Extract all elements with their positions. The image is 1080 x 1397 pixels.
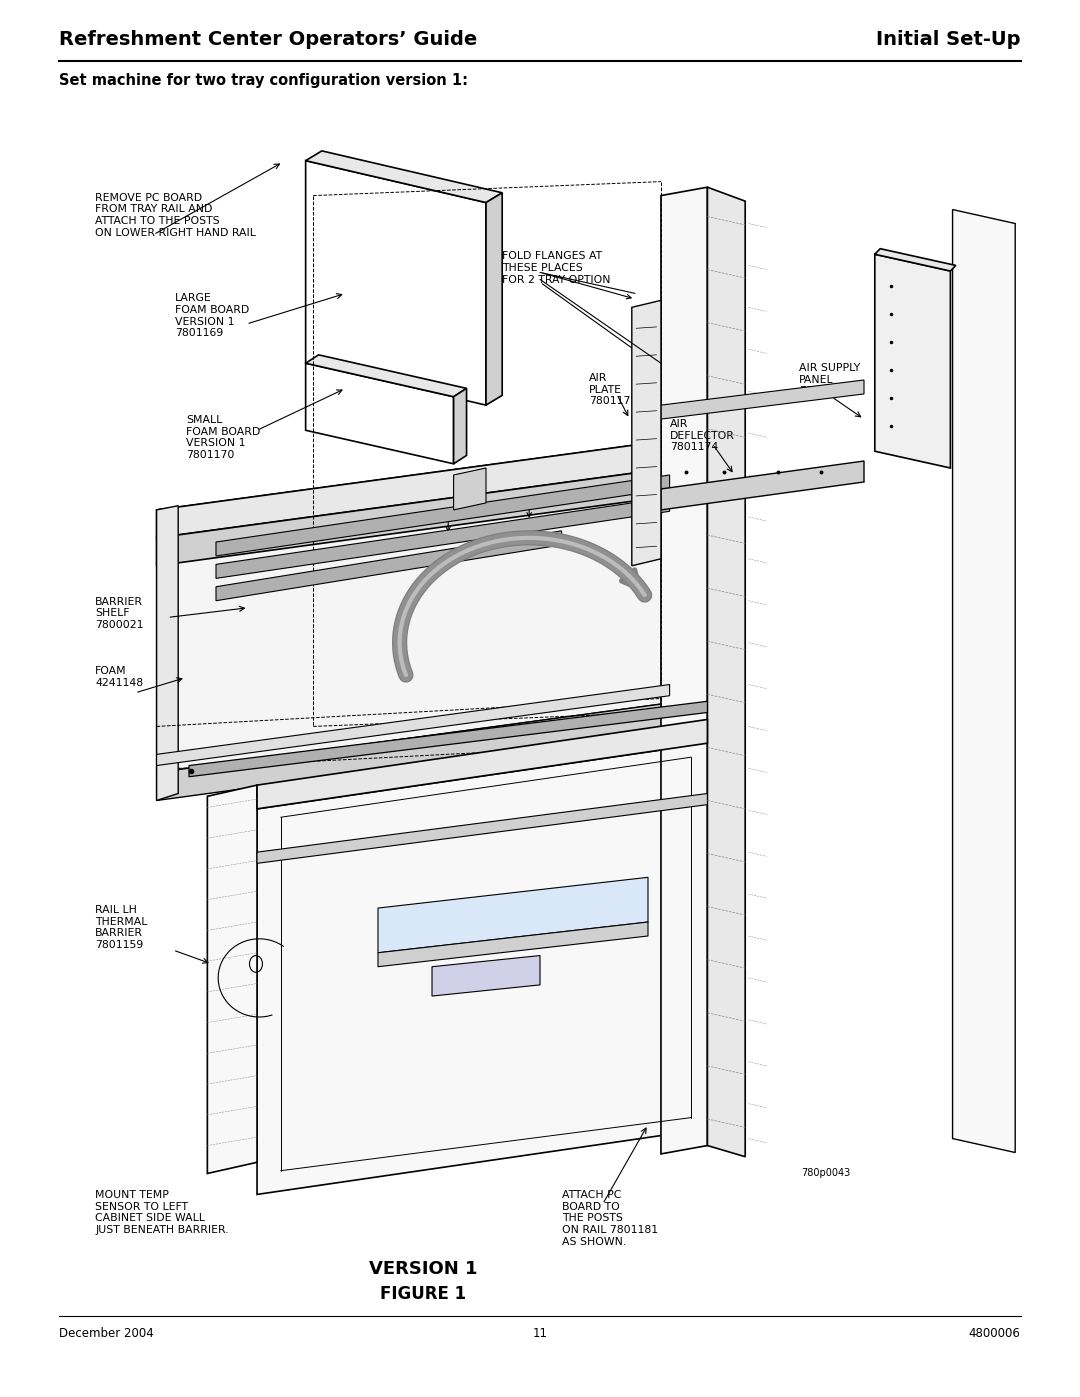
Polygon shape (157, 436, 702, 538)
Polygon shape (875, 254, 950, 468)
Polygon shape (707, 187, 745, 1157)
Polygon shape (257, 793, 707, 863)
Polygon shape (486, 193, 502, 405)
Polygon shape (454, 468, 486, 510)
Polygon shape (632, 300, 661, 566)
Polygon shape (257, 719, 707, 809)
Text: REMOVE PC BOARD
FROM TRAY RAIL AND
ATTACH TO THE POSTS
ON LOWER RIGHT HAND RAIL: REMOVE PC BOARD FROM TRAY RAIL AND ATTAC… (95, 193, 256, 237)
Polygon shape (661, 380, 864, 419)
Text: 11: 11 (532, 1327, 548, 1340)
Polygon shape (378, 877, 648, 953)
Text: AIR SUPPLY
PANEL
7801155: AIR SUPPLY PANEL 7801155 (799, 363, 861, 397)
Text: SMALL
FOAM BOARD
VERSION 1
7801170: SMALL FOAM BOARD VERSION 1 7801170 (186, 415, 260, 460)
Polygon shape (157, 698, 702, 800)
Text: FIGURE 1: FIGURE 1 (380, 1285, 467, 1303)
Polygon shape (306, 161, 486, 405)
Polygon shape (953, 210, 1015, 1153)
Polygon shape (216, 497, 670, 578)
Text: VERSION 1: VERSION 1 (369, 1260, 477, 1278)
Polygon shape (306, 151, 502, 203)
Text: FOLD FLANGES AT
THESE PLACES
FOR 2 TRAY OPTION: FOLD FLANGES AT THESE PLACES FOR 2 TRAY … (502, 251, 610, 285)
Text: MOUNT TEMP
SENSOR TO LEFT
CABINET SIDE WALL
JUST BENEATH BARRIER.: MOUNT TEMP SENSOR TO LEFT CABINET SIDE W… (95, 1190, 229, 1235)
Polygon shape (707, 743, 745, 1140)
Text: Refreshment Center Operators’ Guide: Refreshment Center Operators’ Guide (59, 29, 477, 49)
Polygon shape (661, 187, 707, 1154)
Polygon shape (157, 506, 178, 800)
Polygon shape (454, 388, 467, 464)
Polygon shape (189, 701, 707, 777)
Polygon shape (216, 531, 562, 601)
Polygon shape (306, 355, 467, 397)
Polygon shape (432, 956, 540, 996)
Text: 4800006: 4800006 (969, 1327, 1021, 1340)
Polygon shape (661, 461, 864, 510)
Text: ATTACH PC
BOARD TO
THE POSTS
ON RAIL 7801181
AS SHOWN.: ATTACH PC BOARD TO THE POSTS ON RAIL 780… (562, 1190, 658, 1246)
Polygon shape (875, 249, 956, 271)
Polygon shape (157, 464, 702, 566)
Text: Set machine for two tray configuration version 1:: Set machine for two tray configuration v… (59, 73, 469, 88)
Text: FOAM
4241148: FOAM 4241148 (95, 666, 144, 687)
Polygon shape (378, 922, 648, 967)
Text: December 2004: December 2004 (59, 1327, 154, 1340)
Polygon shape (157, 685, 670, 766)
Polygon shape (306, 363, 454, 464)
Text: 780p0043: 780p0043 (801, 1168, 851, 1178)
Polygon shape (216, 475, 670, 556)
Polygon shape (207, 785, 257, 1173)
Text: AIR
PLATE
7801175: AIR PLATE 7801175 (589, 373, 637, 407)
Polygon shape (157, 436, 702, 773)
Text: RAIL LH
THERMAL
BARRIER
7801159: RAIL LH THERMAL BARRIER 7801159 (95, 905, 147, 950)
Text: LARGE
FOAM BOARD
VERSION 1
7801169: LARGE FOAM BOARD VERSION 1 7801169 (175, 293, 249, 338)
Text: BARRIER
SHELF
7800021: BARRIER SHELF 7800021 (95, 597, 144, 630)
Polygon shape (257, 743, 707, 1194)
Text: AIR
DEFLECTOR
7801174: AIR DEFLECTOR 7801174 (670, 419, 734, 453)
Text: Initial Set-Up: Initial Set-Up (876, 29, 1021, 49)
